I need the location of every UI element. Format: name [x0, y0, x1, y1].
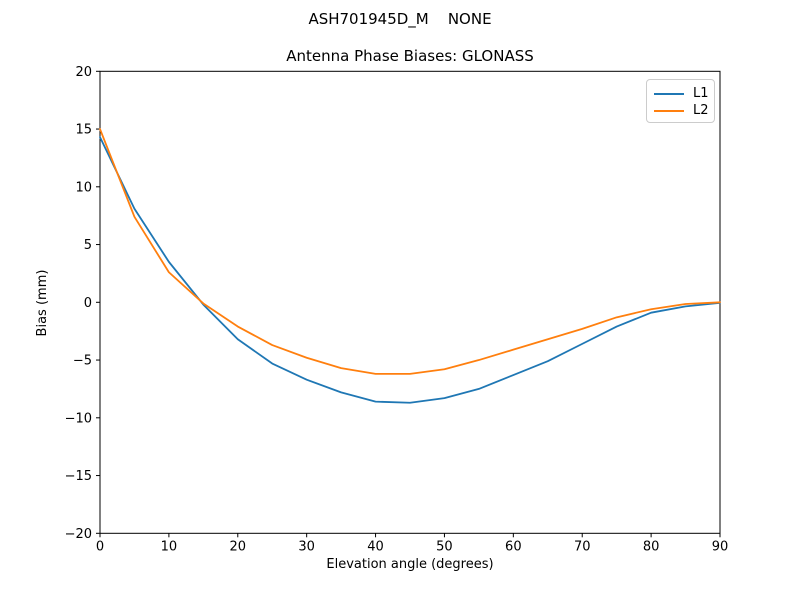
- l1-line-sample: [654, 92, 684, 95]
- y-tick-label: 15: [75, 123, 92, 138]
- x-tick-label: 60: [505, 539, 522, 554]
- legend-label-l2: L2: [693, 103, 709, 118]
- x-tick-label: 20: [230, 539, 247, 554]
- x-tick-label: 40: [367, 539, 384, 554]
- legend-item-l2: L2: [654, 102, 714, 119]
- l1-line: [99, 136, 721, 404]
- y-tick-label: −15: [65, 469, 92, 484]
- x-axis-label: Elevation angle (degrees): [326, 557, 494, 572]
- y-tick-label: 10: [75, 180, 92, 195]
- x-tick-label: 80: [643, 539, 660, 554]
- x-tick-label: 90: [712, 539, 729, 554]
- y-tick-label: −10: [65, 411, 92, 426]
- axes-frame: [99, 70, 721, 534]
- x-tick-label: 70: [574, 539, 591, 554]
- y-tick-label: −20: [65, 527, 92, 542]
- x-tick-label: 50: [436, 539, 453, 554]
- x-tick-label: 0: [96, 539, 104, 554]
- l2-line-sample: [654, 109, 684, 112]
- y-tick-label: 0: [84, 296, 92, 311]
- y-tick-label: −5: [73, 354, 92, 369]
- legend: L1 L2: [646, 79, 715, 123]
- x-tick-label: 30: [298, 539, 315, 554]
- legend-item-l1: L1: [654, 85, 714, 102]
- l2-line: [99, 128, 721, 375]
- y-tick-label: 20: [75, 65, 92, 80]
- y-tick-label: 5: [84, 238, 92, 253]
- axes-title: Antenna Phase Biases: GLONASS: [286, 47, 534, 65]
- figure-title: ASH701945D_M NONE: [308, 10, 492, 28]
- x-tick-label: 10: [161, 539, 178, 554]
- legend-label-l1: L1: [693, 86, 709, 101]
